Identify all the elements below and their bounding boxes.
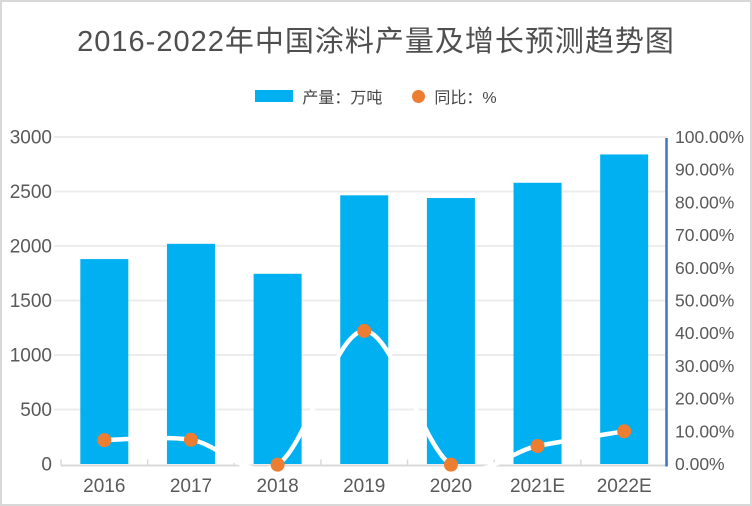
x-axis-label: 2021E	[510, 476, 565, 497]
dot-swatch-icon	[412, 89, 426, 103]
bar-2016	[80, 259, 129, 464]
right-axis-label: 60.00%	[675, 258, 734, 278]
growth-point-2016	[97, 433, 112, 448]
bar-2018	[253, 273, 302, 464]
bar-swatch-icon	[255, 90, 294, 102]
legend-item-production: 产量：万吨	[255, 84, 382, 108]
x-axis-label: 2020	[430, 476, 472, 497]
right-axis-label: 0.00%	[675, 454, 725, 474]
x-axis-label: 2017	[170, 476, 212, 497]
growth-point-2021E	[530, 439, 545, 454]
growth-point-2017	[183, 432, 198, 447]
bar-2017	[166, 243, 215, 464]
x-axis-label: 2022E	[597, 476, 652, 497]
right-axis-label: 30.00%	[675, 356, 734, 376]
x-axis-label: 2018	[256, 476, 298, 497]
chart-legend: 产量：万吨 同比：%	[2, 84, 750, 108]
right-axis-label: 50.00%	[675, 291, 734, 311]
left-axis-label: 2000	[10, 237, 52, 258]
left-axis-label: 0	[41, 455, 52, 476]
legend-label-production: 产量：万吨	[302, 90, 383, 107]
bar-2022E	[600, 154, 649, 464]
x-axis-label: 2019	[343, 476, 385, 497]
right-axis-label: 20.00%	[675, 389, 734, 409]
bar-2021E	[513, 182, 562, 464]
right-axis-label: 70.00%	[675, 225, 734, 245]
right-axis-label: 90.00%	[675, 160, 734, 180]
legend-item-growth: 同比：%	[412, 84, 497, 108]
chart-title: 2016-2022年中国涂料产量及增长预测趋势图	[77, 26, 675, 58]
legend-label-growth: 同比：%	[434, 90, 497, 107]
x-axis-label: 2016	[83, 476, 125, 497]
left-axis-label: 1000	[10, 346, 52, 367]
left-axis-label: 1500	[10, 291, 52, 312]
left-axis-label: 2500	[10, 182, 52, 203]
growth-point-2020	[443, 457, 458, 472]
left-axis-label: 500	[20, 400, 52, 421]
right-axis-label: 100.00%	[675, 127, 744, 147]
right-axis-label: 10.00%	[675, 421, 734, 441]
growth-point-2018	[270, 457, 285, 472]
right-axis-label: 80.00%	[675, 192, 734, 212]
growth-point-2022E	[617, 424, 632, 439]
left-axis-label: 3000	[10, 128, 52, 149]
bar-2020	[426, 198, 475, 465]
growth-point-2019	[357, 323, 372, 338]
right-axis-label: 40.00%	[675, 323, 734, 343]
